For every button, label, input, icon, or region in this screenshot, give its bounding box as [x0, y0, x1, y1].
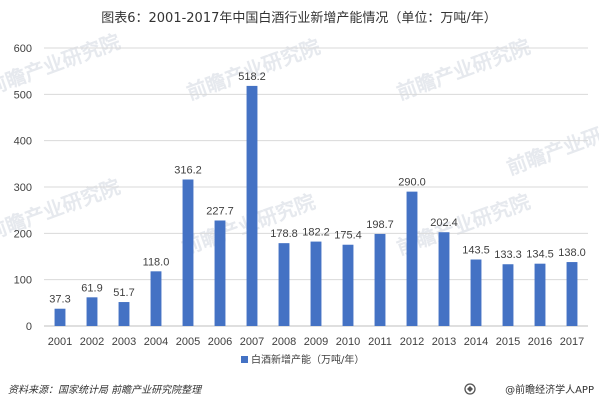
- bar-2001: [54, 308, 66, 326]
- data-label-2002: 61.9: [81, 282, 102, 294]
- bar-2003: [118, 302, 130, 326]
- bar-2012: [406, 191, 418, 326]
- bar-2006: [214, 220, 226, 326]
- bar-2004: [150, 271, 162, 326]
- x-tick-label-2005: 2005: [176, 336, 200, 348]
- qianzhan-logo-icon: [464, 383, 476, 395]
- y-tick-label: 300: [14, 182, 32, 194]
- y-tick-label: 400: [14, 136, 32, 148]
- bar-2002: [86, 297, 98, 326]
- data-label-2010: 175.4: [334, 230, 362, 242]
- data-label-2014: 143.5: [462, 245, 490, 257]
- brand-label: @前瞻经济学人APP: [505, 383, 594, 396]
- data-label-2001: 37.3: [49, 294, 70, 306]
- data-label-2011: 198.7: [366, 219, 394, 231]
- x-tick-label-2004: 2004: [144, 336, 168, 348]
- data-label-2012: 290.0: [398, 177, 426, 189]
- x-tick-label-2009: 2009: [304, 336, 328, 348]
- x-tick-label-2012: 2012: [400, 336, 424, 348]
- data-labels: 37.3 61.9 51.7 118.0 316.2 227.7 518.2 178.8 182…: [49, 71, 585, 306]
- x-tick-label-2002: 2002: [80, 336, 104, 348]
- legend-label: 白酒新增产能（万吨/年）: [251, 353, 364, 366]
- x-tick-label-2003: 2003: [112, 336, 136, 348]
- bar-2011: [374, 233, 386, 326]
- x-tick-label-2013: 2013: [432, 336, 456, 348]
- x-tick-label-2007: 2007: [240, 336, 264, 348]
- data-label-2013: 202.4: [430, 217, 458, 229]
- y-tick-label: 500: [14, 89, 32, 101]
- data-label-2009: 182.2: [302, 227, 330, 239]
- x-tick-label-2008: 2008: [272, 336, 296, 348]
- x-axis-ticks: 2001 2002 2003 2004 2005 2006 2007 2008 2009 2010…: [48, 336, 584, 348]
- bar-2007: [246, 85, 258, 326]
- watermark-text: 前瞻产业研究院: [504, 109, 599, 179]
- bar-2014: [470, 259, 482, 326]
- data-label-2003: 51.7: [113, 287, 134, 299]
- legend: 白酒新增产能（万吨/年）: [241, 353, 364, 366]
- data-label-2017: 138.0: [558, 247, 586, 259]
- data-label-2008: 178.8: [270, 228, 298, 240]
- y-axis-ticks: 0 100 200 300 400 500 600: [14, 43, 32, 333]
- bar-2005: [182, 179, 194, 326]
- bar-2013: [438, 232, 450, 326]
- bar-2010: [342, 244, 354, 326]
- chart-title: 图表6：2001-2017年中国白酒行业新增产能情况（单位：万吨/年）: [101, 10, 497, 26]
- data-label-2007: 518.2: [238, 71, 266, 83]
- x-tick-label-2010: 2010: [336, 336, 360, 348]
- x-tick-label-2015: 2015: [496, 336, 520, 348]
- x-tick-label-2016: 2016: [528, 336, 552, 348]
- source-note: 资料来源：国家统计局 前瞻产业研究院整理: [8, 384, 203, 396]
- bar-2008: [278, 243, 290, 326]
- data-label-2006: 227.7: [206, 205, 234, 217]
- bar-2016: [534, 263, 546, 326]
- y-tick-label: 200: [14, 228, 32, 240]
- data-label-2005: 316.2: [174, 164, 202, 176]
- bar-series: [54, 85, 578, 326]
- y-tick-label: 0: [26, 321, 32, 333]
- data-label-2015: 133.3: [494, 249, 522, 261]
- brand: @前瞻经济学人APP: [464, 383, 594, 396]
- y-tick-label: 600: [14, 43, 32, 55]
- x-tick-label-2006: 2006: [208, 336, 232, 348]
- x-tick-label-2011: 2011: [368, 336, 392, 348]
- x-tick-label-2017: 2017: [560, 336, 584, 348]
- data-label-2004: 118.0: [143, 256, 170, 268]
- y-tick-label: 100: [14, 275, 32, 287]
- x-tick-label-2014: 2014: [464, 336, 488, 348]
- legend-swatch: [241, 356, 248, 363]
- bar-2009: [310, 241, 322, 326]
- data-label-2016: 134.5: [526, 249, 554, 261]
- bar-2017: [566, 262, 578, 326]
- x-tick-label-2001: 2001: [48, 336, 72, 348]
- bar-2015: [502, 264, 514, 326]
